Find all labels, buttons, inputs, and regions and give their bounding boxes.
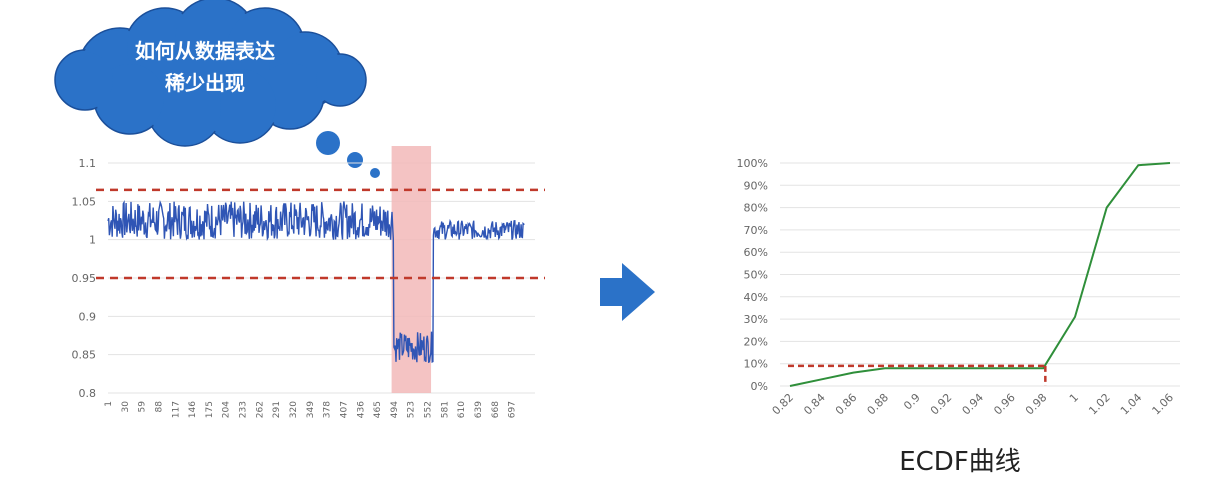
left-x-tick-label: 262 (255, 401, 265, 418)
left-x-tick-label: 523 (407, 401, 417, 418)
ecdf-chart: 100%90%80%70%60%50%40%30%20%10%0% 0.82 0.… (737, 157, 1180, 477)
right-x-tick-labels: 0.82 0.84 0.86 0.88 0.9 0.92 0.94 0.96 0.98 1 1.02… (770, 391, 1177, 418)
left-y-tick-label: 0.95 (72, 272, 97, 285)
right-y-tick-label: 10% (744, 358, 768, 371)
left-x-tick-label: 233 (239, 401, 249, 418)
left-x-tick-label: 668 (491, 401, 501, 418)
right-x-tick-label: 0.92 (928, 391, 955, 418)
left-y-tick-label: 0.8 (79, 387, 97, 400)
left-x-tick-label: 494 (390, 401, 400, 418)
left-x-tick-label: 349 (306, 401, 316, 418)
right-y-tick-label: 100% (737, 157, 768, 170)
right-x-tick-label: 0.9 (901, 391, 923, 413)
right-y-tick-label: 0% (751, 380, 768, 393)
left-x-tick-label: 465 (373, 401, 383, 418)
left-x-tick-label: 407 (339, 401, 349, 418)
left-x-tick-label: 291 (272, 401, 282, 418)
left-x-tick-label: 30 (121, 401, 131, 413)
thought-bubble-medium (347, 152, 363, 168)
left-x-tick-label: 59 (138, 401, 148, 413)
right-y-tick-label: 70% (744, 224, 768, 237)
right-x-tick-label: 0.84 (801, 391, 828, 418)
right-x-tick-label: 1.04 (1118, 391, 1145, 418)
left-x-tick-labels: 1 30 59 88 117 146 175 204 233 262 291 320 349 378 407… (104, 401, 518, 418)
left-y-tick-label: 1.05 (72, 195, 97, 208)
right-x-tick-label: 1.06 (1150, 391, 1177, 418)
series-line (107, 200, 525, 364)
left-x-tick-label: 378 (323, 401, 333, 418)
left-y-tick-label: 0.85 (72, 349, 97, 362)
thought-cloud: 如何从数据表达 稀少出现 (54, 0, 380, 178)
ecdf-line (789, 162, 1171, 387)
threshold-lines (96, 188, 545, 280)
right-y-tick-label: 90% (744, 179, 768, 192)
right-x-tick-label: 0.96 (991, 391, 1018, 418)
left-x-tick-label: 436 (356, 401, 366, 418)
right-y-tick-label: 20% (744, 335, 768, 348)
right-y-tick-label: 30% (744, 313, 768, 326)
right-x-tick-label: 1 (1067, 391, 1081, 405)
right-x-tick-label: 0.86 (833, 391, 860, 418)
right-gridlines (780, 162, 1180, 387)
left-x-tick-label: 581 (440, 401, 450, 418)
thought-bubble-large (316, 131, 340, 155)
left-x-tick-label: 639 (474, 401, 484, 418)
cloud-fill (96, 64, 164, 132)
ecdf-caption: ECDF曲线 (899, 447, 1021, 477)
left-gridlines (108, 162, 535, 394)
left-x-tick-label: 1 (104, 401, 114, 407)
thought-bubble-small (370, 168, 380, 178)
left-x-tick-label: 320 (289, 401, 299, 418)
cloud-shape (54, 0, 367, 147)
right-x-tick-label: 0.94 (960, 391, 987, 418)
right-y-tick-label: 40% (744, 291, 768, 304)
ecdf-marker-lines (788, 364, 1047, 386)
cloud-fill (57, 52, 113, 108)
cloud-text-line1: 如何从数据表达 (135, 39, 275, 63)
right-x-tick-label: 0.88 (865, 391, 892, 418)
cloud-fill (316, 56, 364, 104)
left-x-tick-label: 175 (205, 401, 215, 418)
right-arrow-icon (600, 263, 655, 321)
highlight-band (391, 146, 432, 393)
right-x-tick-label: 0.98 (1023, 391, 1050, 418)
right-y-tick-label: 60% (744, 246, 768, 259)
right-y-tick-labels: 100% 90% 80% 70% 60% 50% 40% 30% 20% 10% 0% (737, 157, 768, 393)
left-y-tick-label: 1.1 (79, 157, 97, 170)
right-x-tick-label: 0.82 (770, 391, 797, 418)
left-x-tick-label: 610 (457, 401, 467, 418)
time-series-chart: 1.1 1.05 1 0.95 0.9 0.85 0.8 1 30 59 88 117 146 175 2… (72, 146, 545, 418)
cloud-text-line2: 稀少出现 (165, 71, 245, 95)
left-y-tick-label: 1 (89, 234, 96, 247)
left-x-tick-label: 146 (188, 401, 198, 418)
right-y-tick-label: 80% (744, 202, 768, 215)
left-x-tick-label: 117 (171, 401, 181, 418)
right-x-tick-label: 1.02 (1086, 391, 1113, 418)
cloud-fill (149, 72, 221, 144)
left-x-tick-label: 88 (154, 401, 164, 413)
left-y-tick-labels: 1.1 1.05 1 0.95 0.9 0.85 0.8 (72, 157, 97, 400)
left-x-tick-label: 204 (222, 401, 232, 418)
left-x-tick-label: 697 (508, 401, 518, 418)
right-y-tick-label: 50% (744, 269, 768, 282)
cloud-fill (204, 69, 276, 141)
left-y-tick-label: 0.9 (79, 310, 97, 323)
left-x-tick-label: 552 (424, 401, 434, 418)
